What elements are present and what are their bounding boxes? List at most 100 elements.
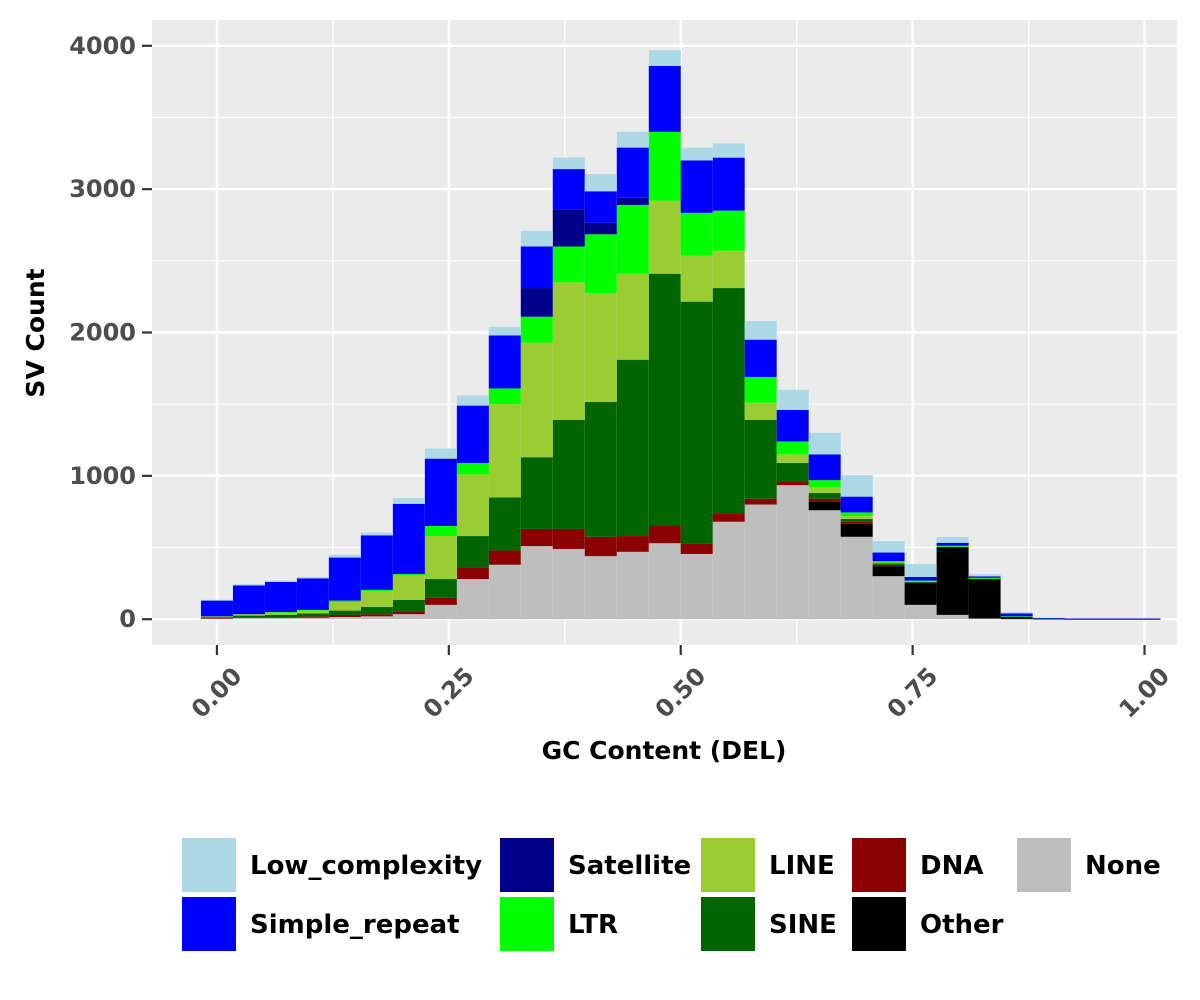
legend-key bbox=[500, 897, 554, 951]
bar-segment bbox=[328, 557, 361, 601]
bar-segment bbox=[456, 579, 489, 620]
bar-segment bbox=[360, 591, 393, 608]
bar-segment bbox=[840, 515, 873, 519]
x-tick-label: 1.00 bbox=[1114, 662, 1176, 724]
legend-key bbox=[1017, 838, 1071, 892]
series-ltr bbox=[264, 131, 1065, 620]
legend-item-other: Other bbox=[852, 897, 1004, 951]
bar-segment bbox=[232, 617, 265, 620]
bar-segment bbox=[840, 518, 873, 522]
y-axis-title: SV Count bbox=[21, 268, 50, 397]
bar-segment bbox=[616, 359, 649, 537]
stacked-bars bbox=[200, 50, 1161, 620]
legend-item-ltr: LTR bbox=[500, 897, 618, 951]
bar-segment bbox=[776, 409, 809, 442]
bar-segment bbox=[744, 498, 777, 505]
y-tick-label: 2000 bbox=[69, 319, 136, 347]
bar-segment bbox=[520, 342, 553, 458]
bar-segment bbox=[1128, 618, 1161, 620]
bar-segment bbox=[200, 599, 233, 601]
bar-segment bbox=[840, 496, 873, 513]
bar-segment bbox=[904, 564, 937, 577]
bar-segment bbox=[936, 545, 969, 547]
bar-segment bbox=[744, 321, 777, 340]
bar-segment bbox=[616, 551, 649, 620]
bar-segment bbox=[360, 614, 393, 617]
bar-segment bbox=[552, 157, 585, 170]
bar-segment bbox=[264, 617, 297, 620]
bar-segment bbox=[584, 222, 617, 235]
y-tick-label: 0 bbox=[119, 605, 136, 633]
bar-segment bbox=[808, 480, 841, 488]
bar-segment bbox=[1000, 612, 1033, 614]
series-other bbox=[808, 501, 1161, 620]
bar-segment bbox=[936, 546, 969, 547]
bar-segment bbox=[776, 462, 809, 482]
legend-key bbox=[852, 897, 906, 951]
y-tick-label: 1000 bbox=[69, 462, 136, 490]
bar-segment bbox=[488, 388, 521, 405]
bar-segment bbox=[296, 576, 329, 579]
bar-segment bbox=[232, 615, 265, 618]
bar-segment bbox=[392, 574, 425, 576]
bar-segment bbox=[520, 528, 553, 547]
bar-segment bbox=[968, 577, 1001, 579]
bar-segment bbox=[584, 234, 617, 294]
bar-segment bbox=[904, 583, 937, 605]
bar-segment bbox=[264, 617, 297, 618]
bar-segment bbox=[712, 157, 745, 211]
bar-segment bbox=[520, 288, 553, 317]
bar-segment bbox=[648, 543, 681, 620]
bar-segment bbox=[936, 614, 969, 620]
bar-segment bbox=[488, 335, 521, 389]
legend-key bbox=[852, 838, 906, 892]
bar-segment bbox=[808, 510, 841, 620]
bar-segment bbox=[296, 609, 329, 611]
bar-segment bbox=[808, 432, 841, 455]
bar-segment bbox=[680, 160, 713, 213]
bar-segment bbox=[712, 250, 745, 289]
bar-segment bbox=[712, 210, 745, 251]
x-tick-label: 0.00 bbox=[186, 662, 248, 724]
series-satellite bbox=[520, 197, 649, 317]
bar-segment bbox=[872, 576, 905, 620]
bar-segment bbox=[200, 617, 233, 619]
bar-segment bbox=[616, 273, 649, 360]
bar-segment bbox=[776, 485, 809, 620]
bar-segment bbox=[488, 497, 521, 551]
bar-segment bbox=[520, 546, 553, 620]
bar-segment bbox=[616, 147, 649, 198]
series-none bbox=[200, 485, 1033, 620]
bar-segment bbox=[584, 536, 617, 557]
bar-segment bbox=[968, 579, 1001, 619]
bar-segment bbox=[872, 541, 905, 553]
bar-segment bbox=[872, 562, 905, 564]
bar-segment bbox=[200, 618, 233, 620]
bar-segment bbox=[968, 578, 1001, 580]
bar-segment bbox=[488, 564, 521, 620]
bar-segment bbox=[328, 617, 361, 620]
legend-label: LTR bbox=[568, 910, 618, 940]
bar-segment bbox=[552, 548, 585, 620]
bar-segment bbox=[360, 532, 393, 536]
x-axis: 0.00 0.25 0.50 0.75 1.00 bbox=[186, 645, 1175, 724]
bar-segment bbox=[840, 523, 873, 537]
bar-segment bbox=[360, 616, 393, 620]
bar-segment bbox=[1032, 618, 1065, 620]
bar-segment bbox=[936, 547, 969, 615]
bar-segment bbox=[328, 601, 361, 611]
bar-segment bbox=[648, 526, 681, 544]
bar-segment bbox=[456, 405, 489, 463]
bar-segment bbox=[968, 574, 1001, 577]
bar-segment bbox=[584, 556, 617, 620]
bar-segment bbox=[648, 65, 681, 132]
bar-segment bbox=[1000, 616, 1033, 619]
legend-label: DNA bbox=[920, 851, 983, 881]
bar-segment bbox=[520, 316, 553, 343]
bar-segment bbox=[584, 293, 617, 403]
bar-segment bbox=[1000, 618, 1033, 620]
legend-label: LINE bbox=[769, 851, 835, 881]
series-simple-repeat bbox=[200, 65, 1161, 620]
bar-segment bbox=[1064, 618, 1097, 620]
